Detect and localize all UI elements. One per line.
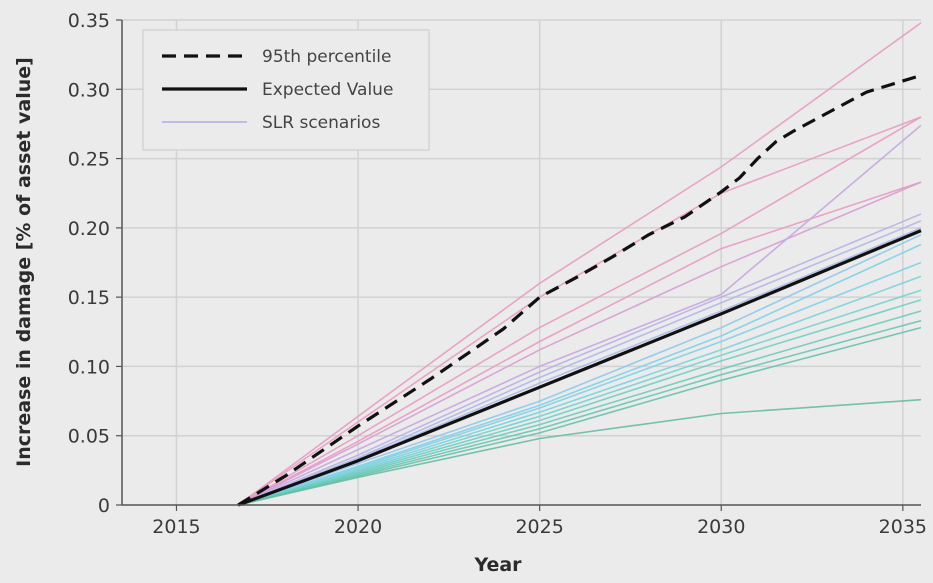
slr-scenario-line [238, 398, 922, 506]
slr-scenario-line [237, 124, 922, 506]
slr-scenario-line [237, 243, 922, 506]
x-tick-label: 2035 [879, 516, 927, 538]
x-axis-title: Year [473, 554, 522, 576]
slr-scenario-line [237, 261, 922, 506]
y-tick-label: 0.10 [68, 356, 110, 378]
legend: 95th percentile Expected Value SLR scenari… [142, 29, 430, 151]
y-axis-title: Increase in damage [% of asset value] [13, 57, 35, 467]
slr-scenario-line [237, 116, 922, 506]
slr-scenario-line [237, 220, 922, 506]
slr-scenario-line [237, 116, 922, 506]
slr-scenario-line [238, 326, 922, 506]
axes [116, 19, 921, 511]
legend-label: Expected Value [262, 80, 393, 100]
y-tick-label: 0.05 [68, 426, 110, 448]
slr-scenario-line [237, 22, 922, 506]
y-tick-label: 0.20 [68, 218, 110, 240]
x-tick-label: 2015 [152, 516, 200, 538]
slr-scenario-line [238, 319, 922, 506]
slr-scenario-line [237, 234, 922, 506]
tick-labels: 2015 2020 2025 2030 2035 0 0.05 0.10 0.15 0.20 0.2… [68, 10, 927, 538]
legend-label: SLR scenarios [262, 113, 380, 133]
percentile-95-line [237, 73, 922, 507]
y-tick-label: 0 [98, 495, 110, 517]
slr-scenario-line [237, 181, 922, 506]
main-series-lines [237, 73, 922, 507]
slr-scenario-line [237, 310, 922, 506]
legend-label: 95th percentile [262, 47, 392, 67]
slr-scenario-line [237, 213, 922, 506]
expected-value-line [237, 229, 922, 507]
slr-scenario-line [237, 299, 922, 506]
slr-scenario-line [237, 289, 922, 506]
slr-scenario-lines [237, 22, 922, 506]
y-tick-label: 0.35 [68, 10, 110, 32]
x-tick-label: 2030 [697, 516, 745, 538]
y-tick-label: 0.30 [68, 79, 110, 101]
x-tick-label: 2025 [515, 516, 563, 538]
slr-scenario-line [237, 275, 922, 506]
x-tick-label: 2020 [334, 516, 382, 538]
slr-scenario-line [237, 181, 922, 506]
y-tick-label: 0.25 [68, 149, 110, 171]
y-tick-label: 0.15 [68, 287, 110, 309]
